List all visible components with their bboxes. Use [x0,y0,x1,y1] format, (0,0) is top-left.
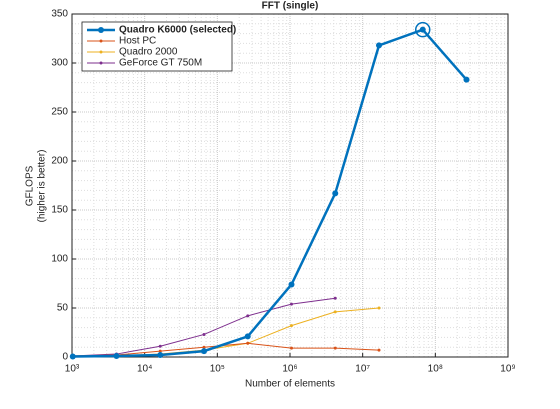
x-tick-label: 10⁵ [210,364,225,375]
data-point [463,76,470,83]
data-point [158,349,162,353]
data-point [377,348,381,352]
data-point [333,296,337,300]
y-tick-label: 300 [51,58,68,69]
legend-marker [99,61,103,65]
y-tick-label: 350 [51,9,68,20]
data-point [332,190,339,197]
x-tick-label: 10⁸ [428,364,443,375]
data-point [246,341,250,345]
y-tick-label: 100 [51,254,68,265]
legend-marker [99,39,103,43]
legend-label: GeForce GT 750M [119,58,202,69]
legend-marker [98,27,104,33]
data-point [202,345,206,349]
y-tick-label: 50 [57,303,69,314]
data-point [157,352,164,359]
data-point [289,324,293,328]
data-point [200,348,207,355]
selected-highlight [414,21,431,38]
data-point [333,310,337,314]
data-point [288,281,295,288]
data-point [113,353,120,360]
x-tick-label: 10³ [65,364,80,375]
legend-marker [99,50,103,54]
legend-label: Quadro K6000 (selected) [119,25,236,36]
y-axis-label: GFLOPS [25,165,36,206]
y-tick-label: 200 [51,156,68,167]
data-point [289,302,293,306]
y-tick-label: 150 [51,205,68,216]
data-point [202,332,206,336]
data-point [158,344,162,348]
data-point [69,353,76,360]
data-point [419,26,426,33]
chart-title: FFT (single) [262,1,319,12]
y-axis-label: (higher is better) [37,150,48,223]
y-tick-label: 0 [62,352,68,363]
x-tick-label: 10⁶ [282,364,297,375]
data-point [244,333,251,340]
data-point [375,42,382,49]
legend-label: Host PC [119,36,156,47]
y-tick-label: 250 [51,107,68,118]
x-tick-label: 10⁷ [355,364,370,375]
data-point [289,346,293,350]
data-point [333,346,337,350]
series-line [72,28,468,358]
series-line [72,342,380,357]
data-point [246,314,250,318]
plot-frame [71,13,509,358]
x-tick-label: 10⁹ [500,364,515,375]
x-axis-label: Number of elements [245,379,335,390]
data-point [377,306,381,310]
legend-label: Quadro 2000 [119,47,178,58]
x-tick-label: 10⁴ [137,364,152,375]
